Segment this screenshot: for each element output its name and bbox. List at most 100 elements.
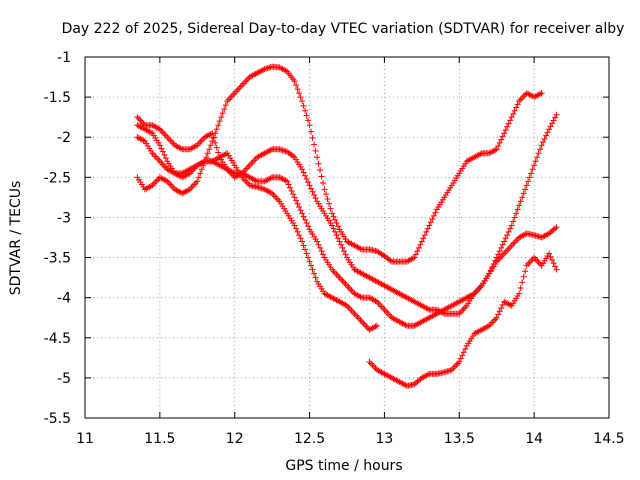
data-point xyxy=(321,186,328,193)
data-point xyxy=(496,248,503,255)
y-tick-label: -1.5 xyxy=(44,90,71,106)
data-point xyxy=(336,238,343,245)
y-tick-label: -2.5 xyxy=(44,170,71,186)
x-tick-label: 14.5 xyxy=(593,431,624,447)
data-point xyxy=(508,222,515,229)
data-point xyxy=(305,179,312,186)
data-point xyxy=(293,197,300,204)
data-point xyxy=(170,169,177,176)
data-point xyxy=(212,139,219,146)
data-point xyxy=(511,107,518,114)
data-point xyxy=(327,205,334,212)
data-point xyxy=(338,241,345,248)
data-point xyxy=(299,210,306,217)
data-point xyxy=(162,155,169,162)
data-point xyxy=(303,175,310,182)
data-point xyxy=(547,253,554,260)
data-point xyxy=(519,279,526,286)
data-point xyxy=(299,98,306,105)
data-point xyxy=(493,314,500,321)
data-point xyxy=(402,321,409,328)
data-point xyxy=(335,223,342,230)
data-point xyxy=(544,129,551,136)
data-point xyxy=(341,248,348,255)
data-point xyxy=(456,358,463,365)
data-point xyxy=(409,255,416,262)
data-point xyxy=(294,86,301,93)
data-point xyxy=(529,166,536,173)
data-point xyxy=(430,212,437,219)
data-point xyxy=(504,123,511,130)
data-point xyxy=(516,202,523,209)
data-point xyxy=(553,111,560,118)
data-point xyxy=(528,170,535,177)
data-point xyxy=(311,191,318,198)
data-point xyxy=(372,323,379,330)
data-point xyxy=(519,194,526,201)
data-point xyxy=(218,114,225,121)
y-tick-label: -4.5 xyxy=(44,331,71,347)
data-point xyxy=(206,146,213,153)
data-point xyxy=(540,139,547,146)
data-point xyxy=(308,185,315,192)
data-point xyxy=(532,158,539,165)
data-point xyxy=(303,220,310,227)
data-point xyxy=(213,126,220,133)
data-point xyxy=(508,114,515,121)
data-point xyxy=(498,244,505,251)
data-point xyxy=(496,308,503,315)
data-point xyxy=(290,191,297,198)
x-tick-label: 13 xyxy=(376,431,394,447)
data-point xyxy=(459,352,466,359)
data-point xyxy=(323,191,330,198)
data-point xyxy=(177,145,184,152)
x-tick-label: 12.5 xyxy=(294,431,325,447)
data-point xyxy=(312,147,319,154)
data-point xyxy=(547,123,554,130)
x-tick-label: 11.5 xyxy=(144,431,175,447)
data-point xyxy=(501,130,508,137)
data-point xyxy=(267,175,274,182)
data-point xyxy=(297,207,304,214)
data-point xyxy=(516,290,523,297)
data-point xyxy=(517,198,524,205)
data-point xyxy=(517,285,524,292)
chart-title: Day 222 of 2025, Sidereal Day-to-day VTE… xyxy=(62,21,625,37)
data-point xyxy=(303,112,310,119)
data-point xyxy=(297,94,304,101)
plot-frame xyxy=(84,56,610,419)
data-point xyxy=(300,169,307,176)
data-point xyxy=(526,174,533,181)
data-point xyxy=(302,216,309,223)
data-point xyxy=(493,146,500,153)
data-point xyxy=(285,181,292,188)
x-axis-label: GPS time / hours xyxy=(285,458,402,474)
data-point xyxy=(549,120,556,127)
data-point xyxy=(424,371,431,378)
data-point xyxy=(287,184,294,191)
x-tick-label: 14 xyxy=(525,431,543,447)
data-point xyxy=(329,222,336,229)
data-point xyxy=(296,90,303,97)
data-point xyxy=(502,235,509,242)
data-point xyxy=(513,210,520,217)
data-point xyxy=(543,132,550,139)
data-point xyxy=(284,178,291,185)
data-point xyxy=(514,206,521,213)
grid xyxy=(85,57,609,418)
data-point xyxy=(511,214,518,221)
data-point xyxy=(496,139,503,146)
data-point xyxy=(550,226,557,233)
data-point xyxy=(333,232,340,239)
data-point xyxy=(318,173,325,180)
data-point xyxy=(335,235,342,242)
data-point xyxy=(510,110,517,117)
series-track-c xyxy=(134,122,560,329)
data-point xyxy=(299,238,306,245)
data-point xyxy=(305,254,312,261)
data-point xyxy=(306,258,313,265)
data-point xyxy=(499,241,506,248)
x-tick-label: 13.5 xyxy=(444,431,475,447)
data-point xyxy=(339,244,346,251)
